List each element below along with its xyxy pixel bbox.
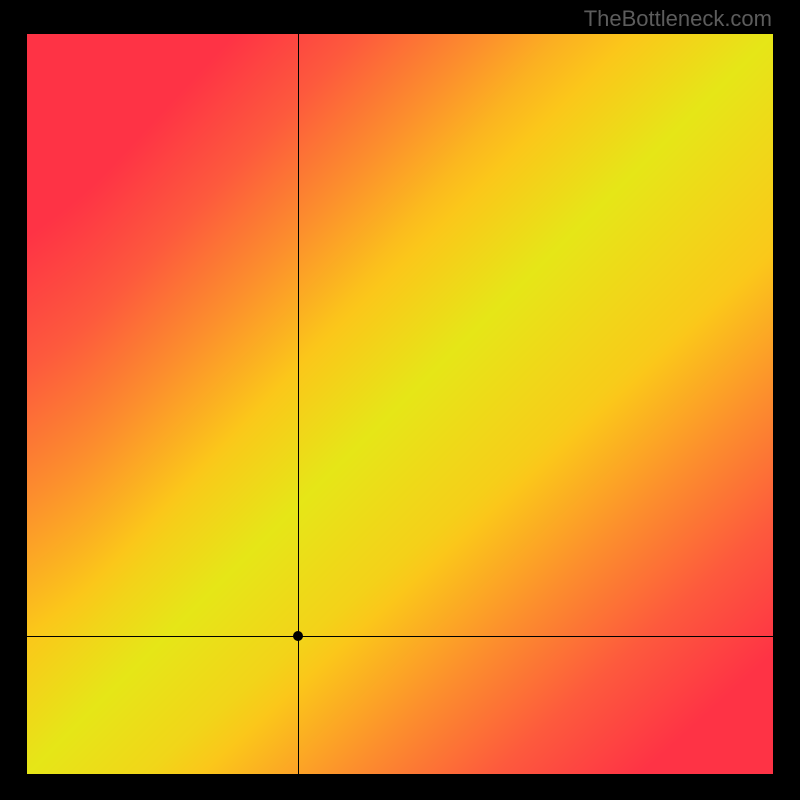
crosshair-marker [293, 631, 303, 641]
watermark-text: TheBottleneck.com [584, 6, 772, 32]
crosshair-horizontal [27, 636, 773, 637]
crosshair-vertical [298, 34, 299, 774]
heatmap-canvas [27, 34, 773, 774]
heatmap-plot [27, 34, 773, 774]
